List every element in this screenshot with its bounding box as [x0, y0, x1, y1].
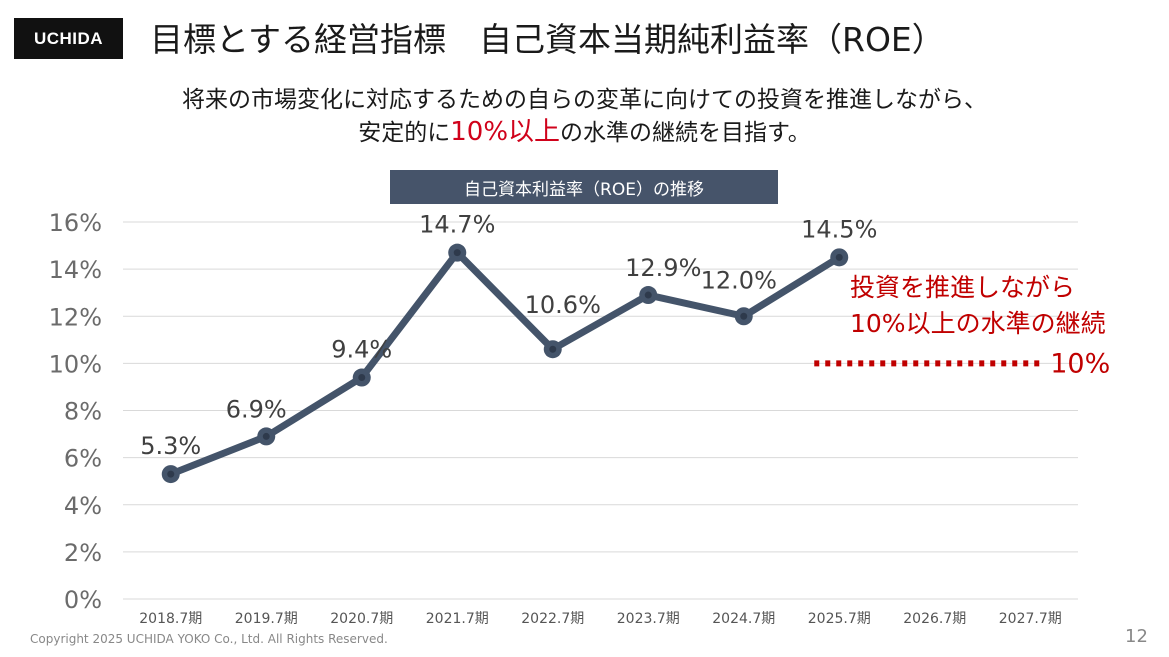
company-logo: UCHIDA — [14, 18, 123, 59]
target-annotation-line-2: 10%以上の水準の継続 — [850, 309, 1106, 338]
y-tick-label: 6% — [64, 445, 102, 473]
data-point-center — [453, 249, 461, 257]
x-tick-label: 2027.7期 — [999, 611, 1062, 627]
target-annotation-line-1: 投資を推進しながら — [850, 273, 1075, 302]
roe-series-line — [167, 249, 843, 478]
data-label: 6.9% — [226, 395, 287, 423]
subtitle: 将来の市場変化に対応するための自らの変革に向けての投資を推進しながら、 安定的に… — [0, 84, 1169, 149]
x-tick-label: 2026.7期 — [903, 611, 966, 627]
copyright-text: Copyright 2025 UCHIDA YOKO Co., Ltd. All… — [30, 632, 388, 646]
data-point-center — [549, 345, 557, 353]
x-tick-label: 2020.7期 — [330, 611, 393, 627]
data-point-center — [262, 432, 270, 440]
subtitle-highlight: 10%以上 — [450, 117, 561, 147]
chart-title: 自己資本利益率（ROE）の推移 — [390, 170, 778, 204]
data-label: 5.3% — [140, 432, 201, 460]
subtitle-line-1: 将来の市場変化に対応するための自らの変革に向けての投資を推進しながら、 — [182, 87, 987, 113]
data-label: 9.4% — [331, 336, 392, 364]
x-tick-label: 2023.7期 — [617, 611, 680, 627]
x-tick-label: 2022.7期 — [521, 611, 584, 627]
subtitle-line-2-pre: 安定的に — [358, 120, 451, 146]
data-label: 14.7% — [419, 211, 495, 239]
data-point-center — [358, 374, 366, 382]
y-tick-label: 16% — [49, 209, 102, 237]
data-label: 10.6% — [525, 291, 601, 319]
x-tick-label: 2025.7期 — [808, 611, 871, 627]
logo-text: UCHIDA — [33, 28, 104, 48]
x-tick-label: 2024.7期 — [712, 611, 775, 627]
y-tick-label: 10% — [49, 350, 102, 378]
subtitle-line-2-post: の水準の継続を目指す。 — [560, 120, 811, 146]
data-label: 12.0% — [701, 266, 777, 294]
page-number: 12 — [1125, 626, 1148, 647]
data-point-center — [167, 470, 175, 478]
x-tick-label: 2021.7期 — [426, 611, 489, 627]
data-point-center — [644, 291, 652, 299]
subtitle-line-2: 安定的に10%以上の水準の継続を目指す。 — [0, 116, 1169, 149]
y-tick-label: 12% — [49, 303, 102, 331]
page-title: 目標とする経営指標 自己資本当期純利益率（ROE） — [150, 20, 945, 59]
y-tick-label: 8% — [64, 398, 102, 426]
target-label: 10% — [1050, 348, 1110, 379]
y-tick-label: 2% — [64, 539, 102, 567]
data-label: 14.5% — [801, 215, 877, 243]
x-tick-label: 2018.7期 — [139, 611, 202, 627]
x-tick-label: 2019.7期 — [235, 611, 298, 627]
data-point-center — [740, 312, 748, 320]
data-point-center — [835, 253, 843, 261]
y-tick-label: 14% — [49, 256, 102, 284]
data-label: 12.9% — [625, 254, 701, 282]
y-tick-label: 4% — [64, 492, 102, 520]
y-tick-label: 0% — [64, 586, 102, 614]
